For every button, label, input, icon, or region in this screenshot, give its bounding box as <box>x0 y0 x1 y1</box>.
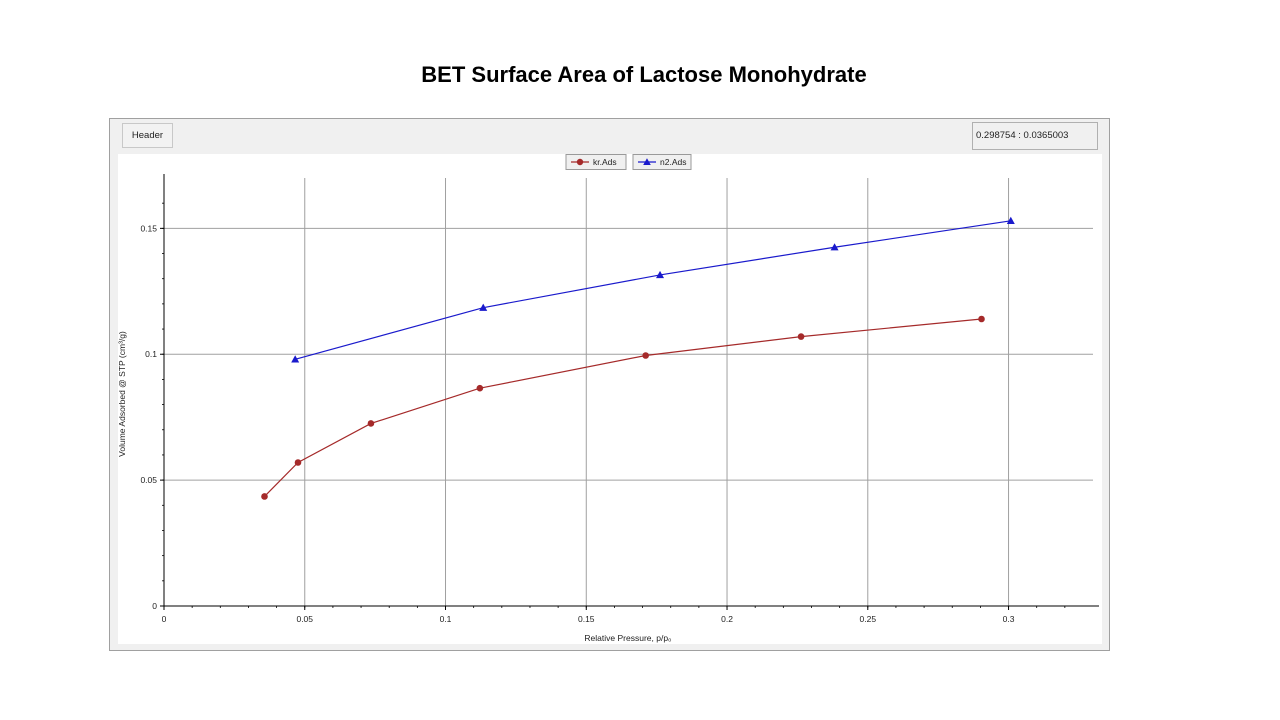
coordinate-readout: 0.298754 : 0.0365003 <box>972 122 1098 150</box>
data-point-kr-ads[interactable] <box>642 352 649 359</box>
plot-area[interactable]: 0 0.05 0.1 0.15 0.2 0.25 0.3 0 0.05 0.1 0.15 kr.Ad… <box>117 154 1102 644</box>
header-button[interactable]: Header <box>122 123 173 148</box>
legend-marker-icon <box>576 158 584 166</box>
slide-title: BET Surface Area of Lactose Monohydrate <box>421 62 867 87</box>
legend-label: kr.Ads <box>593 157 617 167</box>
legend-item-kr-ads[interactable]: kr.Ads <box>565 154 627 170</box>
x-tick-label: 0.3 <box>1003 614 1015 624</box>
x-axis-label: Relative Pressure, p/p₀ <box>584 633 672 643</box>
data-point-kr-ads[interactable] <box>367 420 375 427</box>
y-tick-label: 0 <box>152 601 157 611</box>
legend-item-n2-ads[interactable]: n2.Ads <box>632 154 692 170</box>
data-point-n2-ads[interactable] <box>830 243 839 251</box>
grid-lines <box>164 178 1093 606</box>
x-tick-label: 0.05 <box>296 614 313 624</box>
data-point-n2-ads[interactable] <box>479 303 488 311</box>
series-layer <box>261 216 1015 500</box>
data-point-kr-ads[interactable] <box>261 493 268 500</box>
data-point-kr-ads[interactable] <box>978 315 985 323</box>
legend[interactable]: kr.Ads n2.Ads <box>565 154 692 170</box>
legend-marker-icon <box>643 158 651 166</box>
data-point-kr-ads[interactable] <box>797 333 805 340</box>
series-line-n2-ads <box>295 220 1011 360</box>
y-tick-label: 0.1 <box>145 349 157 359</box>
chart-window: Header 0.298754 : 0.0365003 0 0.05 0.1 0.15… <box>109 118 1110 651</box>
chart-svg[interactable]: 0 0.05 0.1 0.15 0.2 0.25 0.3 0 0.05 0.1 0.15 kr.Ad… <box>117 154 1102 644</box>
data-point-kr-ads[interactable] <box>294 459 302 466</box>
axes: 0 0.05 0.1 0.15 0.2 0.25 0.3 0 0.05 0.1 0.15 <box>140 174 1099 624</box>
x-tick-label: 0.15 <box>578 614 595 624</box>
legend-box <box>632 154 692 170</box>
y-tick-label: 0.05 <box>140 475 157 485</box>
y-axis-label: Volume Adsorbed @ STP (cm³/g) <box>118 331 127 457</box>
legend-box <box>565 154 627 170</box>
series-line-kr-ads <box>264 318 982 497</box>
data-point-n2-ads[interactable] <box>291 355 300 363</box>
data-point-kr-ads[interactable] <box>476 384 484 392</box>
x-tick-label: 0.2 <box>721 614 733 624</box>
data-point-n2-ads[interactable] <box>1006 216 1015 224</box>
x-tick-label: 0 <box>162 614 167 624</box>
legend-label: n2.Ads <box>660 157 686 167</box>
x-tick-label: 0.1 <box>440 614 452 624</box>
x-tick-label: 0.25 <box>860 614 877 624</box>
y-tick-label: 0.15 <box>140 223 157 233</box>
data-point-n2-ads[interactable] <box>656 270 665 279</box>
